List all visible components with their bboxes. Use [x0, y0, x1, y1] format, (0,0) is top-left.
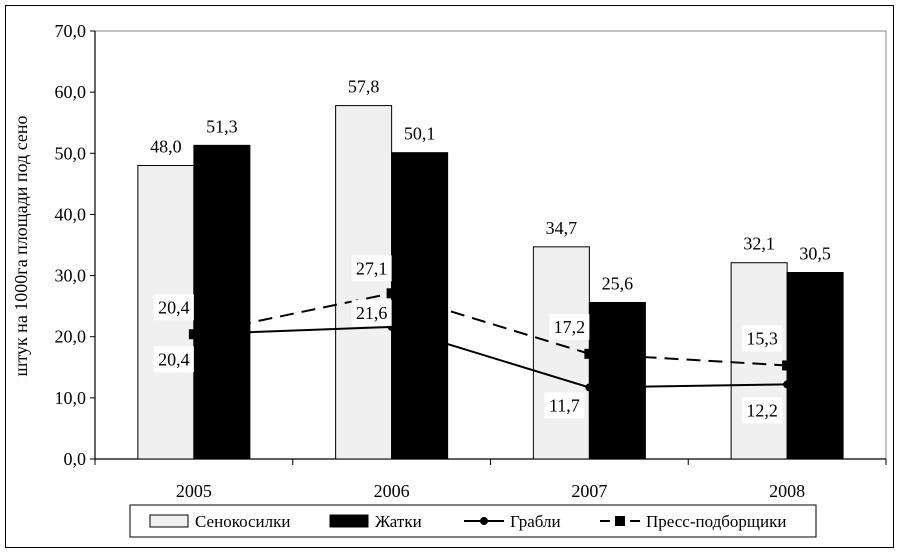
- bar-zhatki: [588, 301, 646, 460]
- grabli-value-label-bg: [351, 299, 392, 326]
- y-tick-label: 70,0: [55, 21, 87, 41]
- legend-label: Жатки: [375, 512, 422, 531]
- legend-marker: [480, 517, 488, 525]
- marker-square: [782, 360, 793, 371]
- marker-square: [584, 348, 595, 359]
- bar-senokosilki: [532, 246, 590, 460]
- grabli-value-label-bg: [544, 392, 585, 419]
- press-value-label: 27,1: [356, 258, 388, 278]
- marker-circle: [783, 380, 792, 389]
- bar-value-label: 32,1: [743, 234, 775, 254]
- line-press-podborshchiki: [193, 292, 788, 367]
- lines: [188, 288, 793, 392]
- legend-label: Сенокосилки: [195, 512, 291, 531]
- x-tick-label: 2006: [374, 481, 410, 501]
- grabli-value-label: 21,6: [356, 303, 388, 323]
- grabli-value-label-bg: [153, 346, 194, 373]
- legend-label: Пресс-подборщики: [646, 512, 786, 531]
- y-tick-label: 20,0: [55, 327, 87, 347]
- y-tick-label: 60,0: [55, 82, 87, 102]
- bar-senokosilki: [335, 105, 393, 460]
- grabli-value-label: 11,7: [549, 395, 580, 415]
- data-labels: 48,0 57,8 34,7 32,1 51,3 50,1 25,6 30,5 20,4 27,1…: [150, 77, 831, 424]
- y-tick-label: 50,0: [55, 143, 87, 163]
- legend-swatch: [149, 514, 189, 528]
- legend-swatch: [329, 514, 369, 528]
- bars: [137, 105, 844, 460]
- y-tick-label: 30,0: [55, 266, 87, 286]
- bar-value-label: 34,7: [546, 218, 578, 238]
- marker-square: [386, 288, 397, 299]
- press-value-label-bg: [742, 325, 783, 352]
- bar-value-label: 57,8: [348, 77, 380, 97]
- x-tick-label: 2008: [769, 481, 805, 501]
- chart-frame: [5, 5, 894, 548]
- x-tick-label: 2005: [176, 481, 212, 501]
- legend-marker: [615, 516, 625, 526]
- press-value-label-bg: [351, 255, 392, 282]
- bar-value-label: 50,1: [404, 124, 436, 144]
- bar-value-label: 30,5: [799, 244, 831, 264]
- bar-senokosilki: [730, 262, 788, 460]
- y-tick-label: 10,0: [55, 388, 87, 408]
- grabli-value-label-bg: [742, 397, 783, 424]
- press-value-label: 20,4: [158, 297, 190, 317]
- bar-zhatki: [193, 144, 251, 460]
- marker-circle: [585, 383, 594, 392]
- press-value-label-bg: [549, 313, 590, 340]
- marker-square: [188, 329, 199, 340]
- line-grabli: [193, 325, 788, 389]
- press-value-label: 15,3: [746, 328, 778, 348]
- press-value-label: 17,2: [554, 317, 586, 337]
- legend: Сенокосилки Жатки Грабли Пресс-подборщики: [129, 504, 817, 538]
- bar-zhatki: [391, 152, 449, 460]
- bar-value-label: 25,6: [602, 273, 634, 293]
- bar-value-label: 51,3: [206, 116, 238, 136]
- press-value-label-bg: [153, 294, 194, 321]
- legend-label: Грабли: [510, 512, 561, 531]
- y-tick-label: 0,0: [64, 449, 87, 469]
- y-tick-label: 40,0: [55, 204, 87, 224]
- y-axis-title: штук на 1000га площади под сено: [11, 115, 31, 376]
- x-tick-label: 2007: [571, 481, 607, 501]
- bar-zhatki: [786, 272, 844, 460]
- bar-value-label: 48,0: [150, 137, 182, 157]
- grabli-value-label: 12,2: [746, 400, 778, 420]
- axes: 0,0 10,0 20,0 30,0 40,0 50,0 60,0 70,0 2005 2006 2…: [55, 21, 887, 501]
- grabli-value-label: 20,4: [158, 349, 190, 369]
